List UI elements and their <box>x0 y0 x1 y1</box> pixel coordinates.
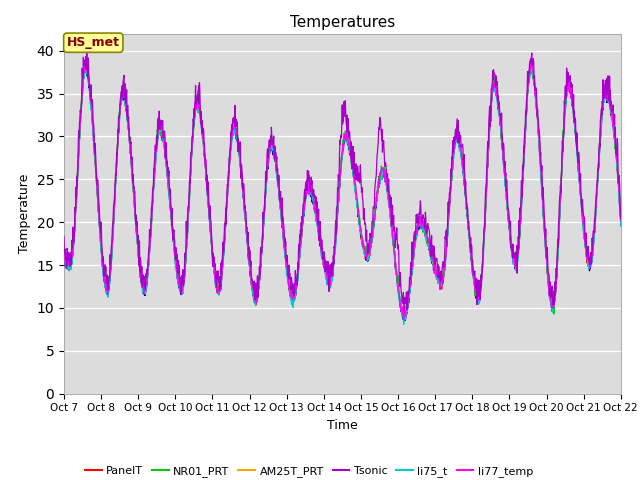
X-axis label: Time: Time <box>327 419 358 432</box>
Legend: PanelT, AirT, NR01_PRT, AM25T_PRT, Tsonic, li75_t, li77_temp: PanelT, AirT, NR01_PRT, AM25T_PRT, Tsoni… <box>81 462 538 480</box>
Title: Temperatures: Temperatures <box>290 15 395 30</box>
Text: HS_met: HS_met <box>67 36 120 49</box>
Y-axis label: Temperature: Temperature <box>18 174 31 253</box>
